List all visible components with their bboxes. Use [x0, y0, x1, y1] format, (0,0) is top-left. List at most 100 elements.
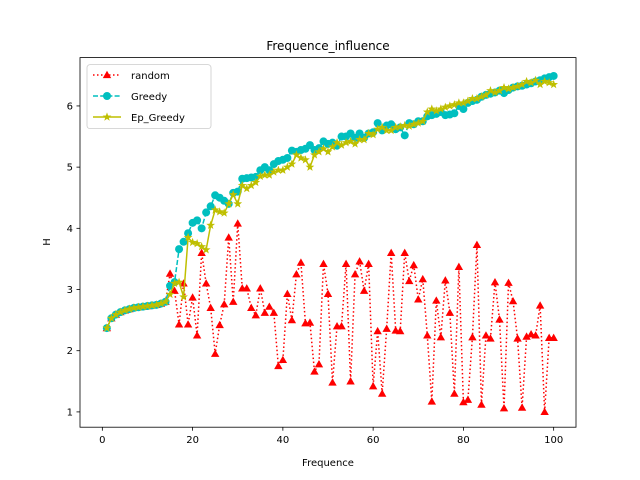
data-point-random	[531, 331, 540, 339]
y-tick-label: 3	[67, 285, 73, 296]
data-point-ep-greedy	[310, 150, 319, 159]
legend-marker-random	[102, 70, 112, 79]
data-point-random	[368, 382, 378, 390]
data-point-random	[256, 284, 265, 292]
data-point-ep-greedy	[440, 102, 450, 111]
data-point-greedy	[179, 237, 188, 246]
data-point-random	[188, 293, 197, 301]
data-point-ep-greedy	[413, 118, 423, 127]
data-point-random	[549, 333, 558, 342]
data-point-greedy	[373, 119, 382, 128]
data-point-random	[359, 286, 369, 294]
data-point-ep-greedy	[314, 147, 324, 156]
x-tick-label: 60	[367, 435, 380, 446]
data-point-random	[210, 349, 220, 357]
series-line-random	[106, 223, 554, 412]
data-point-random	[490, 277, 500, 286]
data-point-random	[377, 389, 387, 397]
data-point-ep-greedy	[192, 239, 202, 248]
y-tick-label: 2	[67, 346, 73, 357]
data-point-ep-greedy	[328, 142, 337, 151]
data-point-greedy	[175, 245, 184, 254]
data-point-random	[247, 303, 256, 312]
data-point-ep-greedy	[283, 162, 292, 171]
data-point-random	[206, 303, 215, 312]
data-point-ep-greedy	[237, 180, 247, 190]
legend-label-random: random	[131, 71, 170, 82]
data-point-ep-greedy	[156, 298, 166, 308]
data-point-random	[405, 276, 414, 285]
data-point-random	[477, 400, 486, 408]
data-point-random	[219, 300, 229, 308]
data-point-ep-greedy	[165, 289, 175, 299]
data-point-ep-greedy	[517, 79, 527, 89]
data-point-ep-greedy	[106, 313, 116, 322]
data-point-ep-greedy	[183, 232, 193, 242]
data-point-greedy	[206, 202, 215, 211]
data-point-random	[278, 355, 288, 364]
data-point-ep-greedy	[377, 122, 387, 132]
data-point-random	[522, 332, 531, 340]
data-point-random	[418, 274, 427, 283]
data-point-random	[423, 331, 432, 339]
data-point-ep-greedy	[242, 183, 252, 193]
data-point-random	[450, 389, 459, 397]
data-point-random	[350, 270, 360, 278]
data-point-random	[251, 311, 260, 319]
data-point-random	[260, 308, 270, 316]
data-point-ep-greedy	[400, 120, 410, 130]
data-point-random	[517, 403, 527, 411]
data-point-ep-greedy	[224, 199, 234, 208]
data-point-ep-greedy	[459, 98, 468, 107]
plot-area	[102, 71, 559, 416]
data-point-random	[201, 279, 211, 287]
legend-box	[86, 64, 212, 129]
data-point-ep-greedy	[228, 190, 238, 199]
data-point-ep-greedy	[418, 116, 428, 125]
data-point-ep-greedy	[143, 301, 152, 310]
data-point-ep-greedy	[301, 155, 310, 164]
data-point-ep-greedy	[102, 323, 112, 332]
y-tick-label: 6	[67, 101, 73, 112]
data-point-ep-greedy	[278, 165, 288, 174]
data-point-random	[468, 333, 477, 341]
data-point-ep-greedy	[233, 199, 243, 208]
data-point-ep-greedy	[111, 310, 121, 319]
data-point-ep-greedy	[246, 180, 256, 190]
data-point-ep-greedy	[504, 84, 513, 93]
y-tick-label: 1	[67, 407, 73, 418]
data-point-random	[328, 378, 337, 386]
data-point-ep-greedy	[544, 78, 554, 87]
data-point-greedy	[265, 166, 274, 175]
data-point-ep-greedy	[264, 170, 274, 179]
y-tick-label: 4	[67, 224, 73, 235]
data-point-ep-greedy	[477, 92, 486, 101]
data-point-ep-greedy	[201, 245, 211, 254]
data-point-ep-greedy	[409, 119, 419, 129]
legend-marker-greedy	[103, 92, 111, 100]
data-point-random	[432, 296, 441, 304]
data-point-ep-greedy	[395, 122, 405, 131]
data-point-ep-greedy	[292, 150, 301, 159]
data-point-ep-greedy	[337, 140, 346, 149]
data-point-ep-greedy	[134, 302, 143, 311]
data-point-random	[463, 395, 473, 403]
data-point-ep-greedy	[445, 101, 455, 110]
axes-frame	[79, 57, 577, 428]
data-point-random	[242, 284, 251, 292]
data-point-random	[215, 320, 224, 329]
data-point-random	[508, 296, 518, 305]
data-point-random	[233, 219, 242, 227]
legend-marker-ep-greedy	[102, 112, 112, 121]
data-point-random	[535, 301, 545, 309]
data-point-ep-greedy	[341, 138, 351, 147]
data-point-random	[355, 257, 364, 265]
data-point-ep-greedy	[332, 138, 342, 147]
legend-label-greedy: Greedy	[131, 92, 167, 103]
data-point-random	[292, 270, 301, 278]
x-axis-label: Frequence	[302, 458, 354, 469]
data-point-random	[337, 322, 346, 330]
x-tick-label: 0	[99, 435, 105, 446]
data-point-random	[224, 233, 233, 241]
